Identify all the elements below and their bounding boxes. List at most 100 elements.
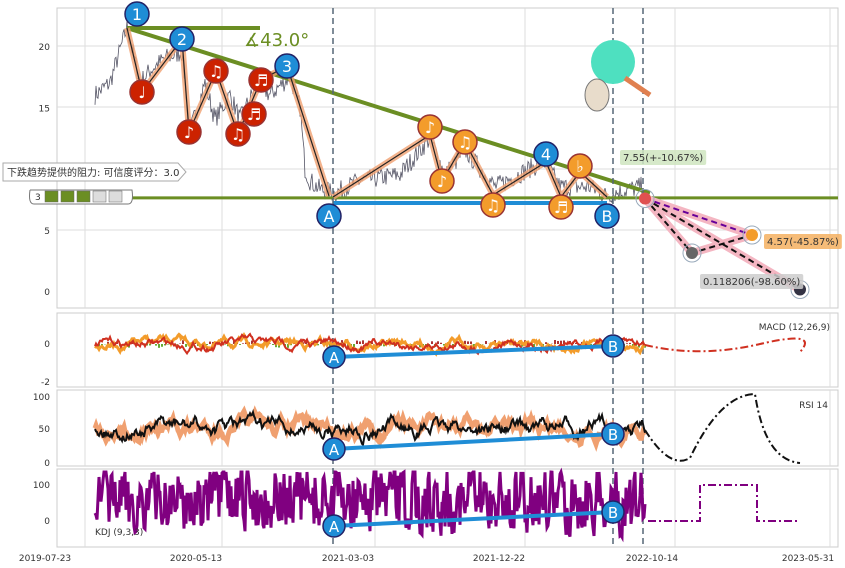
wave-label: ♫ — [209, 62, 223, 81]
angle-label: ∡43.0° — [244, 30, 309, 51]
macd-histogram-bar — [164, 344, 166, 346]
wave-label-circle — [417, 114, 443, 140]
x-tick-label: 2021-12-22 — [473, 554, 525, 564]
wave-label: ♪ — [184, 123, 194, 142]
macd-histogram-bar — [233, 340, 235, 344]
macd-histogram-bar — [359, 341, 361, 344]
macd-histogram-bar — [443, 344, 445, 346]
macd-histogram-bar — [185, 344, 187, 347]
macd-histogram-bar — [440, 342, 442, 344]
wave-label: ♪ — [425, 118, 435, 137]
wave-label-circle — [274, 53, 300, 79]
macd-histogram-bar — [182, 340, 184, 344]
x-tick-label: 2022-10-14 — [626, 554, 679, 564]
wave-label-circle — [548, 194, 574, 220]
mascot-paddle-handle — [623, 75, 652, 98]
divergence-line — [333, 510, 614, 528]
kdj-label: KDJ (9,3,3) — [95, 528, 143, 538]
macd-histogram-bar — [485, 341, 487, 344]
y-tick-label: 100 — [33, 393, 50, 403]
trendline — [126, 26, 651, 195]
wave-label: A — [324, 207, 335, 226]
y-tick-label: 15 — [39, 104, 50, 114]
wave-label-circle — [316, 203, 342, 229]
y-tick-label: 100 — [33, 481, 50, 491]
rsi-label: RSI 14 — [799, 401, 828, 411]
y-tick-label: 50 — [39, 425, 51, 435]
macd-histogram-bar — [167, 344, 169, 345]
y-tick-label: 20 — [39, 43, 51, 53]
wave-label: ♬ — [554, 198, 568, 217]
price-panel — [56, 7, 839, 309]
rsi-line — [94, 408, 646, 447]
macd-histogram-bar — [149, 344, 151, 346]
rating-star-icon — [92, 190, 107, 203]
wave-label-circle — [203, 58, 229, 84]
macd-histogram-bar — [194, 342, 196, 344]
macd-label: MACD (12,26,9) — [759, 323, 830, 333]
x-tick-label: 2019-07-23 — [19, 554, 71, 564]
macd-histogram-bar — [362, 340, 364, 344]
resistance-note: 下跌趋势提供的阻力: 可信度评分：3.0 — [7, 166, 179, 179]
macd-histogram-bar — [206, 344, 208, 345]
wave-label: 2 — [177, 30, 187, 49]
mascot-paddle-icon — [591, 40, 635, 84]
macd-forecast-line — [644, 337, 806, 353]
divergence-marker — [601, 334, 625, 358]
wave-label: ♩ — [138, 83, 146, 102]
macd-histogram-bar — [431, 341, 433, 344]
wave-label: B — [602, 207, 613, 226]
macd-histogram-bar — [554, 340, 556, 344]
macd-histogram-bar — [341, 340, 343, 344]
rating-star-icon — [108, 190, 123, 203]
divergence-line — [333, 432, 614, 451]
divergence-marker — [601, 500, 625, 524]
divergence-marker — [322, 345, 346, 369]
x-tick-label: 2023-05-31 — [782, 554, 834, 564]
macd-histogram-bar — [353, 344, 355, 348]
rating-score: 3 — [35, 193, 41, 203]
forecast-ring — [742, 225, 762, 245]
macd-histogram-bar — [563, 340, 565, 344]
macd-histogram-bar — [224, 344, 226, 345]
wave-label: ♬ — [247, 105, 261, 124]
macd-histogram-bar — [98, 344, 100, 348]
wave-label: 4 — [541, 145, 551, 164]
wave-label-circle — [429, 168, 455, 194]
forecast-label-1-bg — [620, 150, 707, 165]
forecast-label-1: 7.55(+-10.67%) — [623, 153, 703, 164]
kdj-forecast-line — [648, 484, 800, 522]
macd-histogram-bar — [320, 341, 322, 344]
macd-histogram-bar — [269, 343, 271, 344]
wave-label-circle — [567, 153, 593, 179]
y-tick-label: 5 — [44, 227, 50, 237]
wave-label: 3 — [282, 57, 292, 76]
divergence-label: A — [329, 349, 340, 367]
macd-histogram-bar — [251, 340, 253, 344]
macd-histogram-bar — [626, 343, 628, 344]
wave-label-circle — [594, 203, 620, 229]
divergence-label: B — [608, 504, 618, 522]
wave-label: ♭ — [576, 157, 584, 176]
macd-histogram-bar — [239, 344, 241, 345]
forecast-label-3-bg — [700, 274, 804, 289]
wave-label-circle — [533, 141, 559, 167]
wave-label: 1 — [132, 5, 142, 24]
y-tick-label: 0 — [44, 288, 50, 298]
resistance-callout — [2, 162, 187, 182]
divergence-label: A — [329, 441, 340, 459]
divergence-label: A — [329, 518, 340, 536]
macd-histogram-bar — [371, 342, 373, 344]
forecast-label-2-bg — [764, 234, 842, 249]
macd-histogram-bar — [533, 344, 535, 348]
wave-label-circle — [248, 67, 274, 93]
divergence-marker — [322, 437, 346, 461]
divergence-label: B — [608, 426, 618, 444]
divergence-marker — [322, 514, 346, 538]
wave-label-circle — [176, 119, 202, 145]
wave-label: ♫ — [486, 196, 500, 215]
rating-star-icon — [60, 190, 75, 203]
mascot-dog-icon — [584, 78, 610, 112]
wave-label-circle — [452, 129, 478, 155]
